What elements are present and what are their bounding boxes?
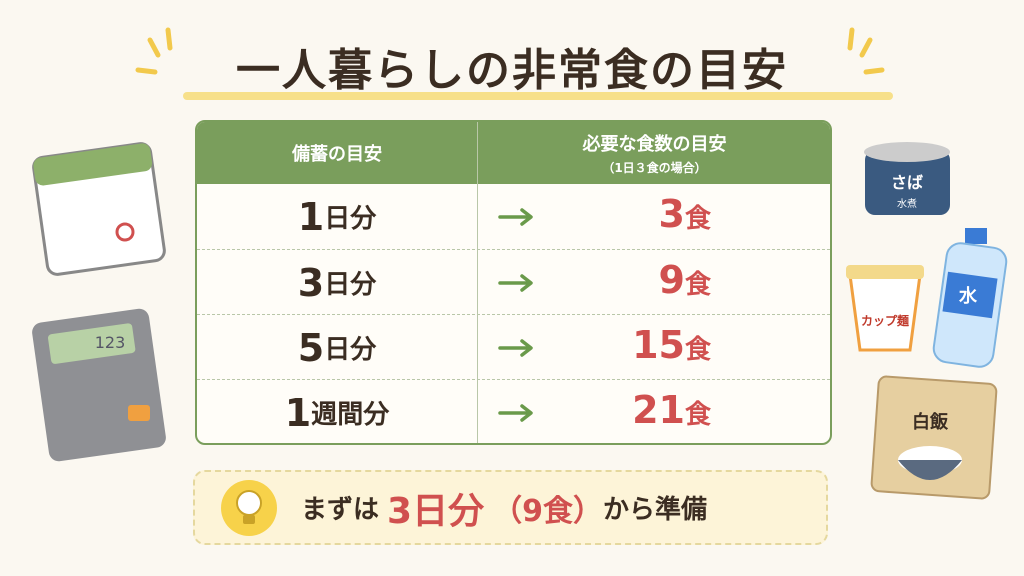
- meal-count: 3: [658, 192, 685, 236]
- noodle-cup: [846, 265, 924, 352]
- arrow: [498, 274, 533, 292]
- period-unit: 週間分: [311, 400, 390, 430]
- meals-cell: 9食: [477, 250, 830, 315]
- tip-text: から準備: [602, 495, 707, 525]
- tip-text: まずは: [301, 495, 380, 525]
- sparkles: [135, 27, 885, 75]
- period-cell: 5 日分: [197, 315, 477, 380]
- calendar: [32, 142, 166, 276]
- table-row: 5 日分 15食: [197, 314, 830, 380]
- arrow: [498, 404, 533, 422]
- meals: 9食: [659, 258, 711, 302]
- header-text: 必要な食数の目安: [582, 134, 727, 155]
- period-count: 1: [284, 390, 312, 435]
- meals-cell: 21食: [477, 380, 830, 443]
- period-count: 3: [297, 260, 325, 305]
- header-cell: 備蓄の目安: [197, 122, 477, 184]
- rice-pack: [870, 375, 998, 500]
- noodle-label: カップ麺: [861, 313, 910, 328]
- rice-label: 白飯: [912, 411, 949, 433]
- water-label: 水: [958, 285, 978, 307]
- tip-paren: （9食）: [492, 493, 603, 529]
- meal-unit: 食: [684, 400, 711, 430]
- period-cell: 1 週間分: [197, 380, 477, 443]
- tip-box: まずは 3日分 （9食） から準備: [193, 470, 828, 545]
- period-count: 1: [297, 194, 325, 239]
- meal-count: 15: [632, 323, 685, 367]
- meals-cell: 15食: [477, 315, 830, 380]
- meal-unit: 食: [684, 335, 711, 365]
- can-label: さば: [891, 173, 923, 192]
- water-bottle: [932, 228, 1008, 368]
- table: 備蓄の目安 必要な食数の目安 （1日３食の場合） 1 日分 3食 3 日分 9食 5 日分 15…: [195, 120, 832, 445]
- title: 一人暮らしの非常食の目安: [236, 45, 788, 96]
- meals-cell: 3食: [477, 184, 830, 249]
- meals: 3食: [659, 192, 711, 236]
- meal-unit: 食: [684, 270, 711, 300]
- can-sub: 水煮: [897, 198, 917, 210]
- period-cell: 3 日分: [197, 250, 477, 315]
- table-row: 3 日分 9食: [197, 249, 830, 315]
- meal-unit: 食: [684, 204, 711, 234]
- period-count: 5: [297, 325, 325, 370]
- header-cell: 必要な食数の目安 （1日３食の場合）: [477, 122, 830, 184]
- table-row: 1 週間分 21食: [197, 379, 830, 443]
- bulb-icon: [221, 479, 277, 536]
- period-unit: 日分: [324, 335, 377, 365]
- period-cell: 1 日分: [197, 184, 477, 249]
- arrow: [498, 208, 533, 226]
- meal-count: 9: [658, 258, 685, 302]
- table-row: 1 日分 3食: [197, 184, 830, 249]
- period-unit: 日分: [324, 270, 377, 300]
- arrow: [498, 339, 533, 357]
- meal-count: 21: [632, 388, 685, 432]
- title-underline: [183, 92, 893, 100]
- can: [864, 142, 950, 215]
- calc-display: 123: [95, 333, 126, 352]
- meals: 15食: [632, 323, 711, 367]
- meals: 21食: [632, 388, 711, 432]
- tip-highlight: 3日分: [387, 490, 485, 532]
- calculator: [32, 308, 166, 462]
- period-unit: 日分: [324, 204, 377, 234]
- header-note: （1日３食の場合）: [602, 161, 707, 175]
- header-text: 備蓄の目安: [292, 144, 382, 165]
